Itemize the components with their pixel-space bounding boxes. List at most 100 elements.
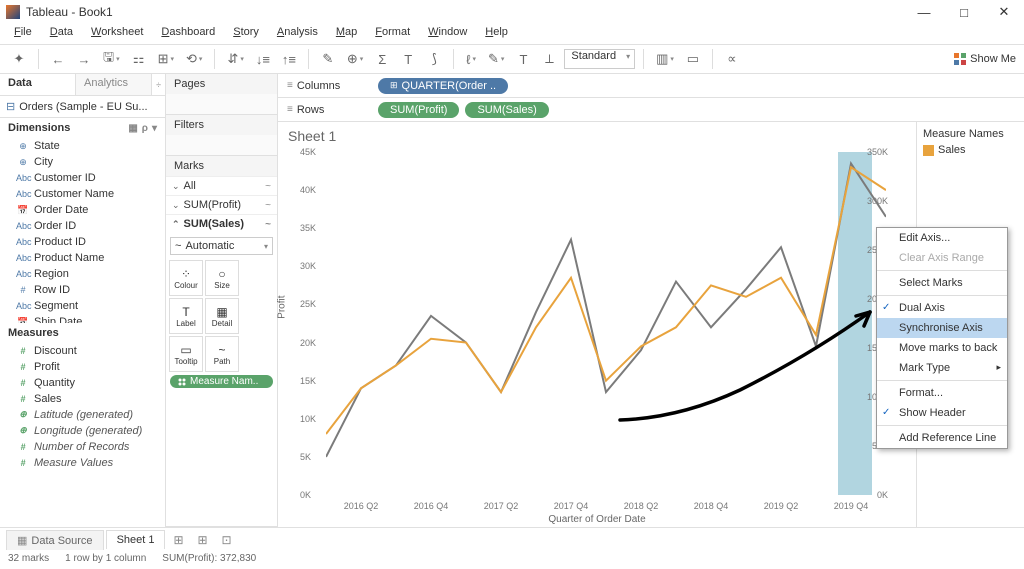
field-city[interactable]: ⊕City — [0, 154, 165, 170]
context-synchronise-axis[interactable]: Synchronise Axis — [877, 318, 1007, 338]
menu-worksheet[interactable]: Worksheet — [83, 24, 151, 44]
sort-desc-button[interactable]: ↑≡ — [278, 48, 300, 70]
dimensions-label: Dimensions — [8, 122, 70, 134]
abc-button[interactable]: T — [397, 48, 419, 70]
menu-help[interactable]: Help — [477, 24, 516, 44]
field-longitude-generated-[interactable]: ⊕Longitude (generated) — [0, 423, 165, 439]
sheet-title[interactable]: Sheet 1 — [288, 128, 906, 144]
field-ship-date[interactable]: 📅Ship Date — [0, 314, 165, 323]
datasource-item[interactable]: ⊟ Orders (Sample - EU Su... — [0, 96, 165, 118]
text-button[interactable]: T — [512, 48, 534, 70]
field-order-date[interactable]: 📅Order Date — [0, 202, 165, 218]
rows-shelf[interactable]: ≡Rows SUM(Profit) SUM(Sales) — [278, 98, 1024, 122]
group-button[interactable]: ⊕ — [343, 48, 367, 70]
filters-label: Filters — [166, 115, 277, 135]
menu-icon[interactable]: ▾ — [152, 123, 157, 134]
marks-profit[interactable]: ⌄SUM(Profit)~ — [166, 195, 277, 214]
labels-button[interactable]: ℓ — [462, 48, 480, 70]
context-edit-axis[interactable]: Edit Axis... — [877, 228, 1007, 248]
menu-file[interactable]: File — [6, 24, 40, 44]
tab-sheet-1[interactable]: Sheet 1 — [106, 530, 166, 549]
clear-button[interactable]: ⟲ — [182, 48, 206, 70]
new-worksheet-button[interactable]: ⊞ — [154, 48, 178, 70]
totals-button[interactable]: Σ — [371, 48, 393, 70]
tab-analytics[interactable]: Analytics — [76, 74, 152, 95]
pin-button[interactable]: ⟆ — [423, 48, 445, 70]
field-customer-name[interactable]: AbcCustomer Name — [0, 186, 165, 202]
mark-button-size[interactable]: ○Size — [205, 260, 239, 296]
mark-button-label[interactable]: TLabel — [169, 298, 203, 334]
context-move-marks-to-back[interactable]: Move marks to back — [877, 338, 1007, 358]
field-quantity[interactable]: #Quantity — [0, 375, 165, 391]
field-product-name[interactable]: AbcProduct Name — [0, 250, 165, 266]
field-sales[interactable]: #Sales — [0, 391, 165, 407]
maximize-button[interactable]: □ — [944, 0, 984, 24]
field-order-id[interactable]: AbcOrder ID — [0, 218, 165, 234]
separator — [214, 49, 215, 69]
context-select-marks[interactable]: Select Marks — [877, 273, 1007, 293]
context-show-header[interactable]: ✓Show Header — [877, 403, 1007, 423]
menu-window[interactable]: Window — [420, 24, 475, 44]
marks-sales[interactable]: ⌃SUM(Sales)~ — [166, 214, 277, 233]
show-me-button[interactable]: Show Me — [954, 53, 1016, 65]
field-row-id[interactable]: #Row ID — [0, 282, 165, 298]
marks-all[interactable]: ⌄All~ — [166, 176, 277, 195]
menu-story[interactable]: Story — [225, 24, 267, 44]
presentation-button[interactable]: ▭ — [682, 48, 704, 70]
context-add-reference-line[interactable]: Add Reference Line — [877, 428, 1007, 448]
field-measure-values[interactable]: #Measure Values — [0, 455, 165, 471]
redo-button[interactable]: → — [73, 48, 95, 70]
rows-pill-sales[interactable]: SUM(Sales) — [465, 102, 548, 118]
new-dashboard-tab-button[interactable]: ⊞ — [191, 531, 213, 549]
close-button[interactable]: ✕ — [984, 0, 1024, 24]
fit-dropdown[interactable]: Standard — [564, 49, 635, 69]
field-region[interactable]: AbcRegion — [0, 266, 165, 282]
columns-shelf[interactable]: ≡Columns ⊞QUARTER(Order .. — [278, 74, 1024, 98]
context-mark-type[interactable]: Mark Type — [877, 358, 1007, 378]
format-button[interactable]: ✎ — [484, 48, 508, 70]
menu-format[interactable]: Format — [367, 24, 418, 44]
filters-shelf[interactable]: Filters — [166, 115, 277, 156]
menu-map[interactable]: Map — [328, 24, 365, 44]
context-format[interactable]: Format... — [877, 383, 1007, 403]
menu-dashboard[interactable]: Dashboard — [153, 24, 223, 44]
view-icon[interactable]: ▦ — [128, 123, 137, 134]
mark-button-path[interactable]: ~Path — [205, 336, 239, 372]
menu-analysis[interactable]: Analysis — [269, 24, 326, 44]
context-dual-axis[interactable]: ✓Dual Axis — [877, 298, 1007, 318]
mark-type-dropdown[interactable]: ~Automatic — [170, 237, 273, 255]
minimize-button[interactable]: — — [904, 0, 944, 24]
field-profit[interactable]: #Profit — [0, 359, 165, 375]
field-discount[interactable]: #Discount — [0, 343, 165, 359]
tab-data[interactable]: Data — [0, 74, 76, 95]
field-product-id[interactable]: AbcProduct ID — [0, 234, 165, 250]
cards-button[interactable]: ▥ — [652, 48, 678, 70]
new-worksheet-tab-button[interactable]: ⊞ — [167, 531, 189, 549]
measure-names-pill[interactable]: Measure Nam.. — [170, 375, 273, 388]
pane-menu-icon[interactable]: ÷ — [152, 74, 165, 95]
tableau-logo-button[interactable]: ✦ — [8, 48, 30, 70]
undo-button[interactable]: ← — [47, 48, 69, 70]
share-button[interactable]: ∝ — [721, 48, 743, 70]
field-number-of-records[interactable]: #Number of Records — [0, 439, 165, 455]
pages-shelf[interactable]: Pages — [166, 74, 277, 115]
save-button[interactable]: 🖫 — [99, 48, 124, 70]
fix-axis-button[interactable]: ⟂ — [538, 48, 560, 70]
highlight-button[interactable]: ✎ — [317, 48, 339, 70]
columns-pill-quarter[interactable]: ⊞QUARTER(Order .. — [378, 78, 508, 94]
search-icon[interactable]: ρ — [142, 123, 148, 134]
field-latitude-generated-[interactable]: ⊕Latitude (generated) — [0, 407, 165, 423]
sort-asc-button[interactable]: ↓≡ — [252, 48, 274, 70]
swap-button[interactable]: ⇵ — [223, 48, 247, 70]
field-segment[interactable]: AbcSegment — [0, 298, 165, 314]
new-datasource-button[interactable]: ⚏ — [128, 48, 150, 70]
mark-button-tooltip[interactable]: ▭Tooltip — [169, 336, 203, 372]
legend-item-sales[interactable]: Sales — [923, 144, 1018, 156]
rows-pill-profit[interactable]: SUM(Profit) — [378, 102, 459, 118]
field-customer-id[interactable]: AbcCustomer ID — [0, 170, 165, 186]
field-state[interactable]: ⊕State — [0, 138, 165, 154]
mark-button-colour[interactable]: ⁘Colour — [169, 260, 203, 296]
mark-button-detail[interactable]: ▦Detail — [205, 298, 239, 334]
new-story-tab-button[interactable]: ⊡ — [215, 531, 237, 549]
menu-data[interactable]: Data — [42, 24, 81, 44]
